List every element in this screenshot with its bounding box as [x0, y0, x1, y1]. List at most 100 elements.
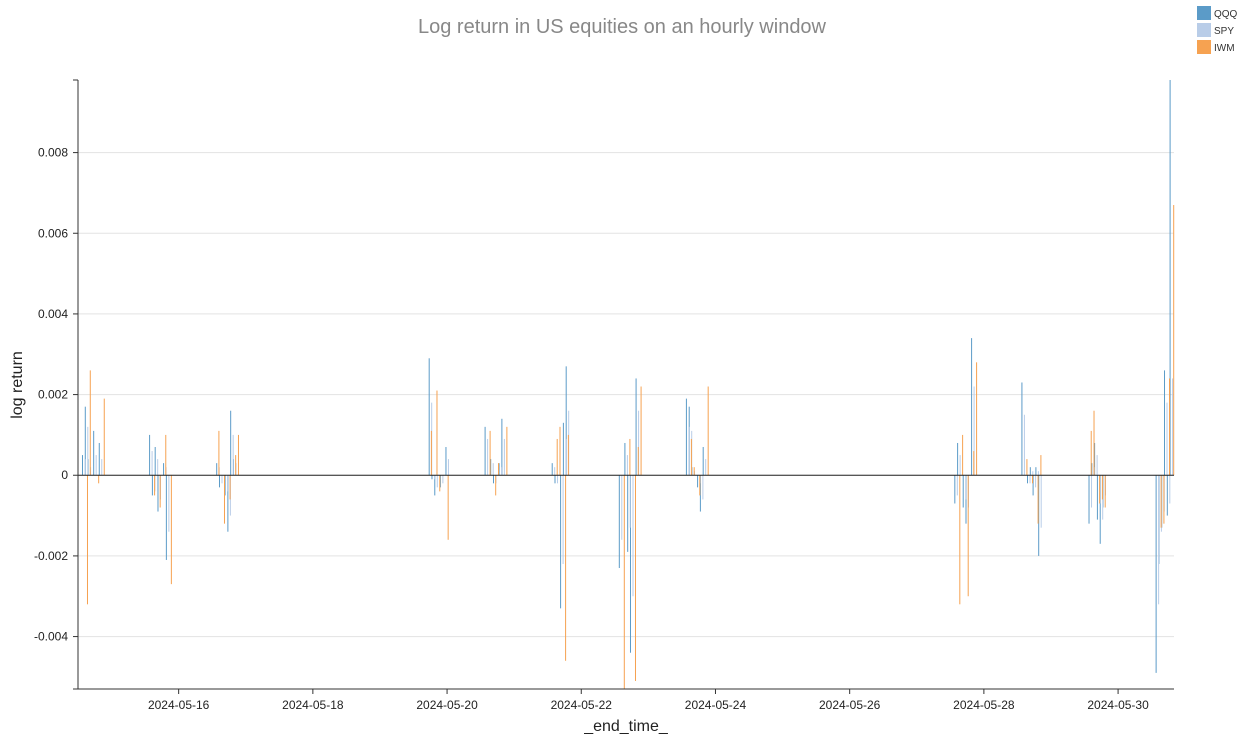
- bar-spy: [688, 426, 690, 476]
- bar-iwm: [98, 475, 100, 484]
- bar-qqq: [216, 463, 218, 476]
- bar-qqq: [618, 475, 620, 569]
- bar-iwm: [103, 398, 105, 476]
- bar-iwm: [973, 451, 975, 476]
- legend-label: SPY: [1214, 26, 1234, 37]
- bar-spy: [87, 426, 89, 476]
- legend-item-spy[interactable]: SPY: [1197, 23, 1234, 37]
- bar-iwm: [1093, 410, 1095, 476]
- x-tick-label: 2024-05-20: [416, 698, 478, 712]
- bar-spy: [1037, 471, 1039, 476]
- bar-qqq: [1035, 467, 1037, 476]
- bar-qqq: [562, 422, 564, 476]
- series-qqq: [81, 80, 1171, 673]
- bars: [81, 80, 1175, 689]
- bar-qqq: [1169, 80, 1171, 476]
- bar-spy: [492, 463, 494, 476]
- gridlines: [78, 152, 1174, 638]
- bar-spy: [1166, 402, 1168, 476]
- bar-iwm: [690, 438, 692, 476]
- bar-iwm: [86, 475, 88, 605]
- bar-spy: [1032, 471, 1034, 476]
- bar-iwm: [967, 475, 969, 597]
- bar-spy: [1029, 475, 1031, 484]
- bar-qqq: [490, 459, 492, 476]
- bar-qqq: [501, 418, 503, 476]
- bar-qqq: [1155, 475, 1157, 673]
- x-tick-label: 2024-05-18: [282, 698, 344, 712]
- bar-spy: [101, 459, 103, 476]
- x-tick-label: 2024-05-24: [685, 698, 747, 712]
- bar-spy: [1040, 475, 1042, 528]
- bar-iwm: [559, 426, 561, 476]
- bar-iwm: [165, 434, 167, 476]
- bar-iwm: [1032, 475, 1034, 484]
- x-tick-label: 2024-05-30: [1087, 698, 1149, 712]
- bar-spy: [501, 467, 503, 476]
- bar-qqq: [697, 475, 699, 488]
- bar-qqq: [84, 406, 86, 476]
- bar-iwm: [623, 475, 625, 689]
- bar-iwm: [1160, 475, 1162, 528]
- bar-iwm: [495, 475, 497, 496]
- bar-spy: [1169, 475, 1171, 504]
- bar-qqq: [1038, 475, 1040, 556]
- bar-qqq: [431, 475, 433, 480]
- y-tick-label: 0.006: [38, 226, 68, 240]
- bar-spy: [632, 475, 634, 597]
- bar-iwm: [237, 434, 239, 476]
- bar-qqq: [157, 475, 159, 512]
- bar-iwm: [159, 475, 161, 508]
- bar-qqq: [554, 475, 556, 484]
- bar-qqq: [1099, 475, 1101, 544]
- bar-qqq: [1027, 475, 1029, 484]
- y-tick-label: 0.004: [38, 307, 68, 321]
- bar-qqq: [699, 475, 701, 512]
- bar-spy: [232, 434, 234, 476]
- bar-iwm: [1037, 475, 1039, 524]
- legend-label: QQQ: [1214, 9, 1238, 20]
- bar-iwm: [962, 434, 964, 476]
- y-tick-label: 0.008: [38, 146, 68, 160]
- bar-qqq: [98, 442, 100, 476]
- bar-qqq: [434, 475, 436, 496]
- bar-iwm: [223, 475, 225, 524]
- y-tick-label: 0: [61, 468, 68, 482]
- bar-iwm: [506, 426, 508, 476]
- bar-iwm: [1104, 475, 1106, 508]
- bar-spy: [227, 475, 229, 492]
- legend-swatch: [1197, 23, 1211, 37]
- bar-iwm: [637, 447, 639, 476]
- bar-qqq: [1096, 475, 1098, 520]
- bar-spy: [447, 459, 449, 476]
- bar-qqq: [629, 475, 631, 653]
- bar-spy: [442, 475, 444, 484]
- bar-qqq: [1021, 382, 1023, 476]
- legend-item-qqq[interactable]: QQQ: [1197, 6, 1238, 20]
- bar-spy: [433, 475, 435, 480]
- bar-iwm: [447, 475, 449, 540]
- bar-spy: [562, 475, 564, 564]
- series-spy: [84, 378, 1174, 605]
- bar-qqq: [551, 463, 553, 476]
- bar-qqq: [1166, 475, 1168, 516]
- bar-iwm: [1026, 459, 1028, 476]
- bar-qqq: [565, 366, 567, 476]
- x-tick-label: 2024-05-16: [148, 698, 210, 712]
- bar-qqq: [627, 475, 629, 552]
- bar-spy: [554, 467, 556, 476]
- bar-iwm: [976, 362, 978, 476]
- y-tick-label: -0.002: [34, 549, 68, 563]
- legend-item-iwm[interactable]: IWM: [1197, 40, 1235, 54]
- bar-qqq: [165, 475, 167, 560]
- bar-iwm: [707, 386, 709, 476]
- bar-iwm: [439, 475, 441, 492]
- bar-iwm: [154, 475, 156, 496]
- bar-iwm: [1101, 475, 1103, 500]
- bar-iwm: [640, 386, 642, 476]
- bar-qqq: [163, 463, 165, 476]
- x-tick-label: 2024-05-28: [953, 698, 1015, 712]
- legend-swatch: [1197, 6, 1211, 20]
